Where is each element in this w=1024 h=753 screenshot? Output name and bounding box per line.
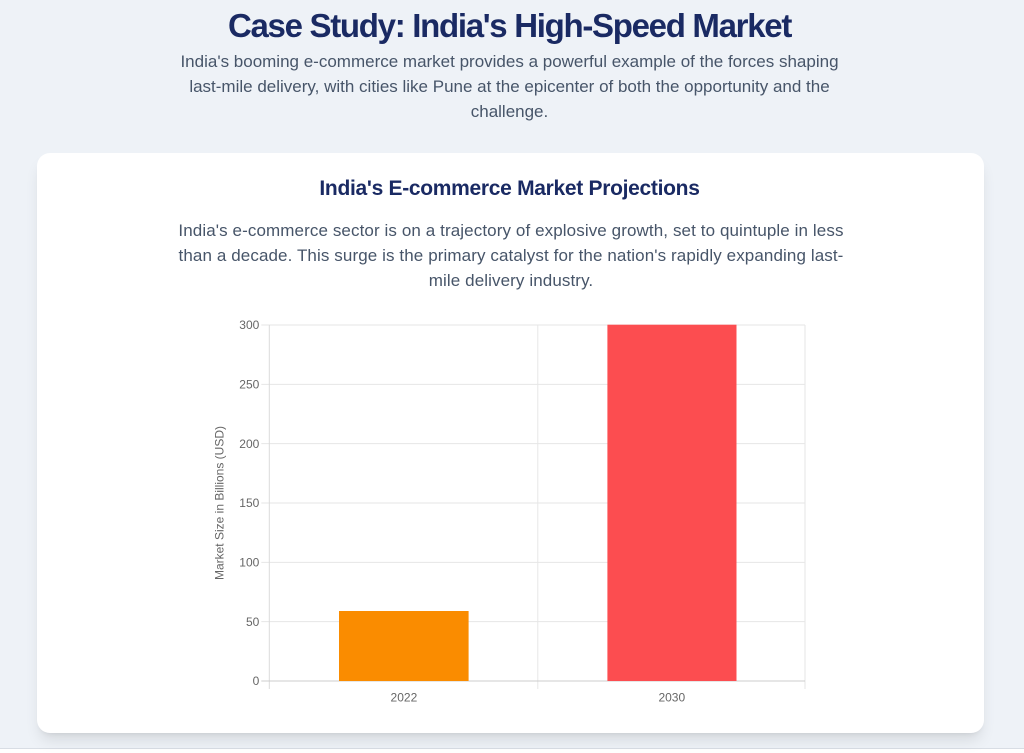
svg-text:50: 50 [246,615,260,629]
svg-text:Market Size in Billions (USD): Market Size in Billions (USD) [213,426,227,580]
svg-text:150: 150 [239,496,259,510]
svg-text:200: 200 [239,437,259,451]
svg-text:2030: 2030 [658,691,685,705]
svg-text:2022: 2022 [391,691,418,705]
svg-text:0: 0 [253,674,260,688]
svg-text:300: 300 [239,318,259,332]
svg-text:250: 250 [239,378,259,392]
svg-text:100: 100 [239,556,259,570]
